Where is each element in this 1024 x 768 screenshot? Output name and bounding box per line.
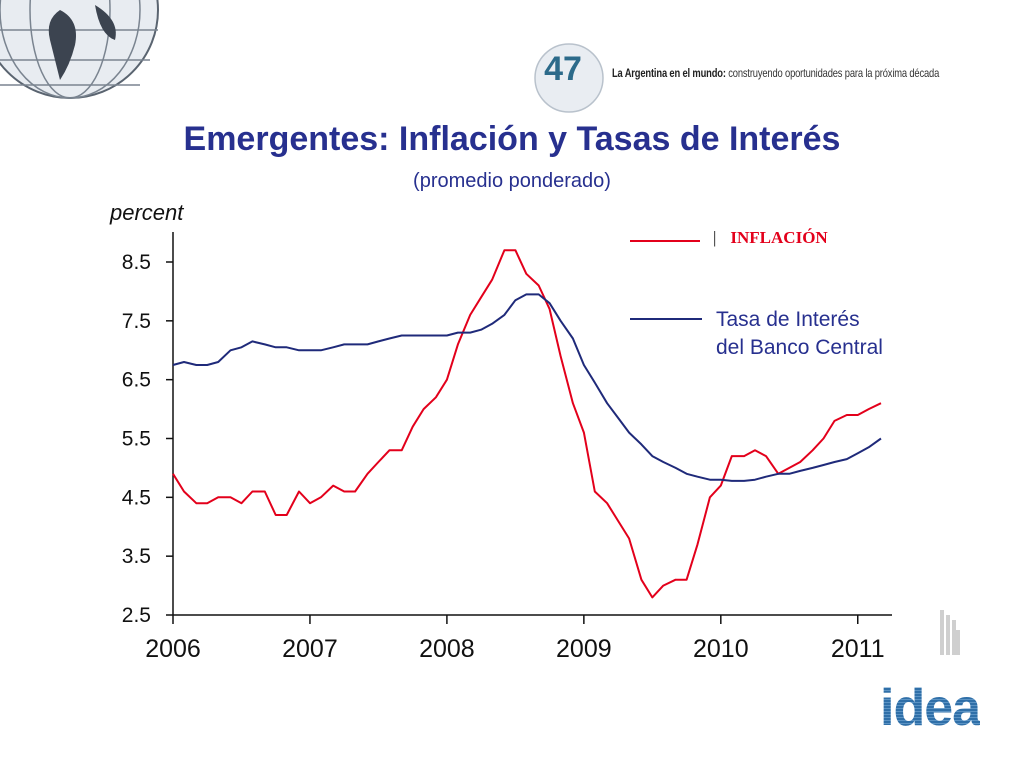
y-tick-label: 4.5: [122, 486, 151, 509]
x-tick-label: 2008: [419, 635, 475, 663]
x-tick-label: 2011: [831, 635, 885, 663]
legend-rate-line: [630, 318, 702, 320]
y-tick-label: 7.5: [122, 310, 151, 333]
x-tick-label: 2010: [693, 635, 749, 663]
logo-number: 47: [544, 50, 582, 88]
y-axis-label: percent: [110, 200, 184, 225]
x-tick-label: 2007: [282, 635, 338, 663]
legend-inflation-line: [630, 240, 700, 242]
globe-logo: [0, 0, 159, 99]
idea-logo: idea: [880, 679, 981, 737]
y-tick-label: 8.5: [122, 251, 151, 274]
legend-rate-text: Tasa de Interés del Banco Central: [716, 308, 883, 359]
slide-title: Emergentes: Inflación y Tasas de Interés: [183, 120, 841, 158]
y-tick-label: 3.5: [122, 545, 151, 568]
legend-inflation-label: INFLACIÓN: [730, 228, 828, 247]
inflation-series-line: [172, 249, 882, 599]
x-tick-label: 2009: [556, 635, 612, 663]
grupo-47-logo: 47: [534, 43, 604, 113]
legend-inflation: | INFLACIÓN: [713, 228, 828, 247]
y-tick-label: 5.5: [122, 428, 151, 451]
tagline: La Argentina en el mundo: construyendo o…: [612, 66, 940, 80]
legend-rate-label: Tasa de Interés del Banco Central: [716, 306, 883, 362]
x-tick-label: 2006: [145, 635, 201, 663]
y-tick-label: 2.5: [122, 604, 151, 627]
rate-series-line: [172, 293, 882, 482]
decorative-bars-icon: [940, 610, 960, 655]
y-tick-label: 6.5: [122, 369, 151, 392]
slide-subtitle: (promedio ponderado): [413, 170, 611, 192]
